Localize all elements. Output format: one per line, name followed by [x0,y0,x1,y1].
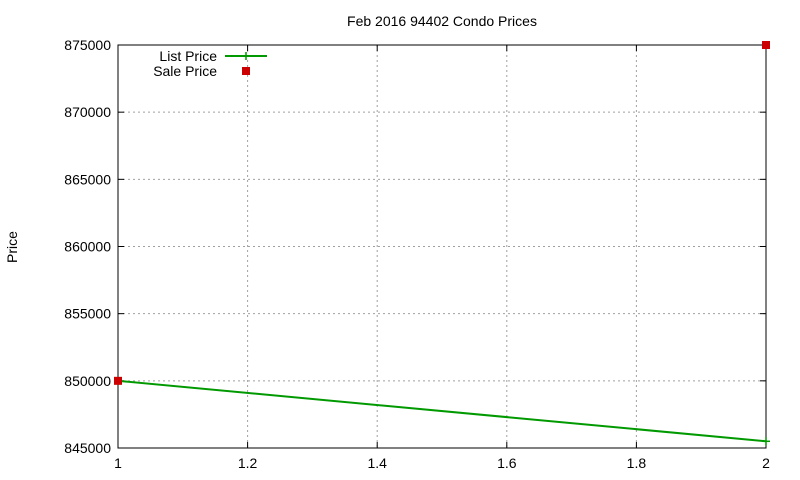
y-tick-label: 850000 [64,373,111,389]
x-tick-label: 2 [762,455,770,471]
axis-ticks [117,44,767,449]
grid-lines [118,45,766,448]
y-tick-label: 875000 [64,37,111,53]
y-tick-label: 860000 [64,239,111,255]
series [114,41,770,446]
y-tick-label: 845000 [64,440,111,456]
y-axis-title: Price [4,231,20,263]
x-axis-tick-labels: 1 1.2 1.4 1.6 1.8 2 [114,455,770,471]
legend-swatch-marker [242,67,250,75]
chart-title: Feb 2016 94402 Condo Prices [347,13,537,29]
x-tick-label: 1.2 [238,455,258,471]
x-tick-label: 1 [114,455,122,471]
x-tick-label: 1.4 [367,455,387,471]
y-tick-label: 855000 [64,306,111,322]
legend-label: List Price [159,48,217,64]
legend-label: Sale Price [153,63,217,79]
x-tick-label: 1.6 [497,455,517,471]
data-point-list-price [762,437,770,446]
y-tick-label: 865000 [64,171,111,187]
y-tick-label: 870000 [64,104,111,120]
data-point-sale-price [762,41,770,49]
series-line-list-price [117,379,767,443]
data-point-sale-price [114,376,122,385]
y-axis-tick-labels: 845000 850000 855000 860000 865000 870000 8750… [64,37,111,456]
x-tick-label: 1.8 [627,455,647,471]
